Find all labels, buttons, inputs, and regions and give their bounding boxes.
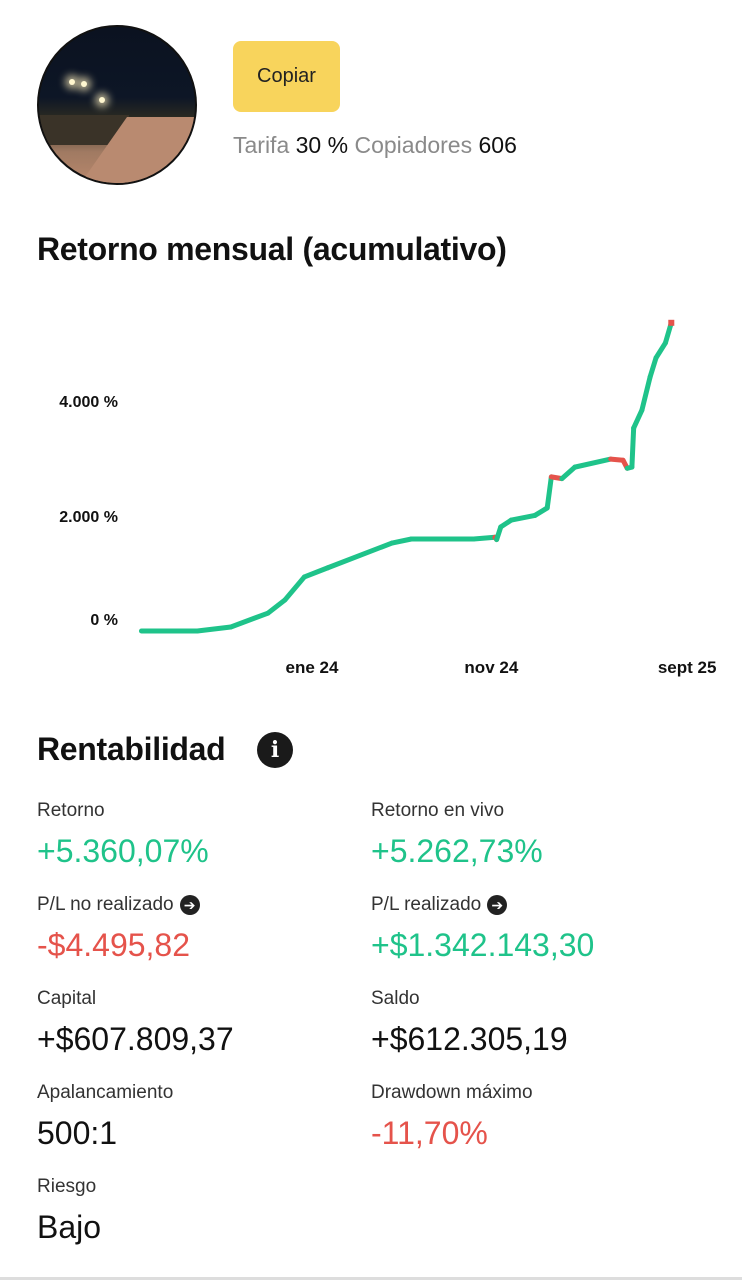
arrow-right-icon[interactable]: ➔	[179, 894, 200, 915]
line-segment	[508, 512, 538, 523]
avatar[interactable]	[37, 25, 197, 185]
divider	[0, 1277, 742, 1280]
copiers-label: Copiadores	[354, 132, 473, 158]
stat-value-saldo: +$612.305,19	[371, 1021, 568, 1057]
stat-label-retorno-en-vivo: Retorno en vivo	[371, 800, 504, 822]
line-segment	[572, 456, 614, 470]
stat-value-capital: +$607.809,37	[37, 1021, 234, 1057]
y-tick-label: 4.000 %	[59, 394, 118, 411]
x-tick-label: nov 24	[464, 658, 518, 677]
stat-value-retorno: +5.360,07%	[37, 833, 209, 869]
stat-value-p-l-no-realizado: -$4.495,82	[37, 927, 191, 963]
line-segment	[662, 320, 674, 346]
line-segment	[282, 574, 307, 603]
copiers-value: 606	[478, 132, 517, 158]
y-tick-label: 2.000 %	[59, 509, 118, 526]
stat-label-capital: Capital	[37, 988, 96, 1010]
stat-label-text: Drawdown máximo	[371, 1082, 533, 1103]
stat-value-riesgo: Bajo	[37, 1209, 102, 1245]
y-tick-label: 0 %	[90, 612, 118, 629]
stat-label-retorno: Retorno	[37, 800, 105, 822]
line-segment	[559, 464, 578, 482]
stat-value-drawdown-m-ximo: -11,70%	[371, 1115, 488, 1151]
stat-value-retorno-en-vivo: +5.262,73%	[371, 833, 543, 869]
stat-label-text: Retorno en vivo	[371, 800, 505, 821]
arrow-right-icon[interactable]: ➔	[487, 894, 508, 915]
stat-label-text: P/L realizado	[371, 894, 482, 915]
stat-label-apalancamiento: Apalancamiento	[37, 1082, 173, 1104]
x-tick-label: sept 25	[658, 658, 717, 677]
info-icon[interactable]: i	[257, 732, 293, 768]
fee-label: Tarifa	[233, 132, 290, 158]
line-segment	[194, 624, 234, 634]
line-segment	[647, 355, 659, 380]
return-chart[interactable]: 0 % 2.000 % 4.000 % ene 24 nov 24 sept 25	[0, 290, 742, 690]
line-segment	[544, 474, 554, 511]
x-tick-label: ene 24	[286, 658, 339, 677]
profitability-title: Rentabilidad	[37, 731, 226, 767]
fee-value: 30 %	[295, 132, 349, 158]
stat-label-text: Saldo	[371, 988, 420, 1009]
stat-value-p-l-realizado: +$1.342.143,30	[371, 927, 595, 963]
line-segment	[629, 425, 637, 470]
line-segment	[325, 540, 395, 571]
stat-label-p-l-realizado[interactable]: P/L realizado ➔	[371, 894, 508, 916]
stat-label-text: Riesgo	[37, 1176, 97, 1197]
stat-label-riesgo: Riesgo	[37, 1176, 96, 1198]
chart-title: Retorno mensual (acumulativo)	[37, 231, 507, 267]
stat-label-p-l-no-realizado[interactable]: P/L no realizado ➔	[37, 894, 200, 916]
line-segment	[389, 536, 414, 546]
stat-value-apalancamiento: 500:1	[37, 1115, 118, 1151]
stat-label-text: P/L no realizado	[37, 894, 174, 915]
line-segment	[471, 534, 498, 542]
stat-label-text: Retorno	[37, 800, 105, 821]
stat-label-text: Apalancamiento	[37, 1082, 174, 1103]
line-segment	[301, 565, 331, 580]
profile-meta: Tarifa 30 % Copiadores 606	[233, 132, 517, 159]
last-point-marker	[668, 319, 675, 326]
stat-label-text: Capital	[37, 988, 97, 1009]
stat-label-saldo: Saldo	[371, 988, 420, 1010]
line-segment	[228, 610, 271, 630]
line-segment	[631, 407, 645, 431]
copy-button[interactable]: Copiar	[233, 41, 340, 112]
stat-label-drawdown-m-ximo: Drawdown máximo	[371, 1082, 533, 1104]
line-segment	[265, 597, 288, 616]
line-segment	[653, 340, 668, 361]
line-segment	[639, 374, 653, 413]
